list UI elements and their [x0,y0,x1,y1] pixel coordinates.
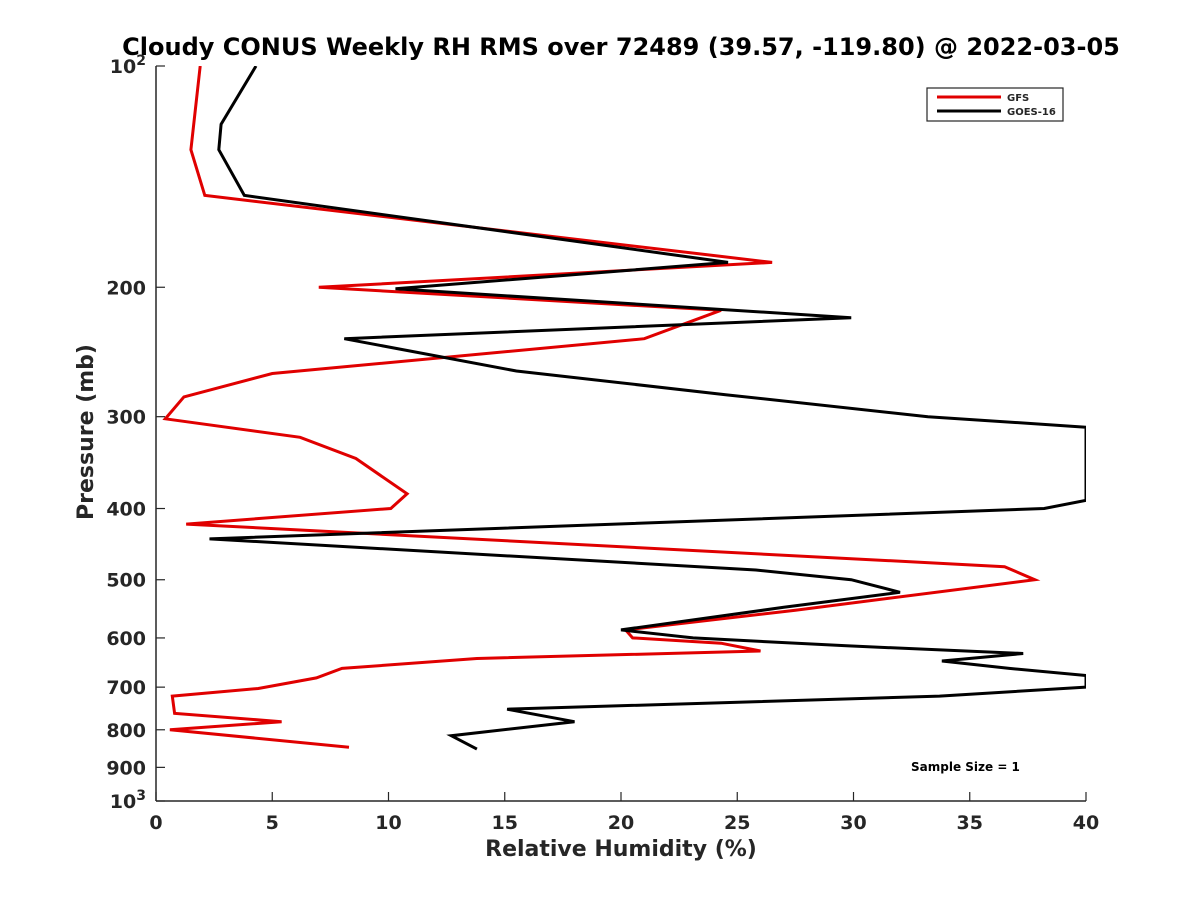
sample-size-annotation: Sample Size = 1 [911,760,1020,774]
series-line-goes-16 [209,66,1086,751]
x-tick-label: 0 [149,812,162,834]
y-tick-label: 300 [106,407,146,429]
chart-title: Cloudy CONUS Weekly RH RMS over 72489 (3… [122,33,1120,61]
legend-box [926,87,1064,122]
axes-group: 0 5 10 15 20 25 30 35 40 102 200 300 400 500 600 700 800… [106,53,1099,834]
x-tick-label: 5 [266,812,279,834]
y-tick-label: 500 [106,570,146,592]
x-tick-label: 15 [492,812,518,834]
x-axis-label: Relative Humidity (%) [485,837,757,862]
y-tick-label: 800 [106,720,146,742]
x-tick-label: 25 [724,812,750,834]
plot-area [162,66,1086,751]
x-tick-label: 30 [840,812,866,834]
y-tick-label: 200 [106,277,146,299]
y-tick-label: 700 [106,677,146,699]
legend-label-gfs: GFS [1007,93,1029,104]
y-tick-label: 102 [110,53,146,78]
legend: GFS GOES-16 [926,87,1064,122]
x-tick-label: 20 [608,812,634,834]
y-tick-label: 400 [106,499,146,521]
series-group [162,66,1086,751]
y-tick-label: 900 [106,757,146,779]
x-tick-label: 40 [1073,812,1099,834]
y-axis-label: Pressure (mb) [74,344,99,520]
x-tick-label: 10 [375,812,401,834]
y-tick-label: 103 [110,788,146,813]
legend-label-goes-16: GOES-16 [1007,107,1056,118]
x-tick-label: 35 [957,812,983,834]
y-tick-label: 600 [106,628,146,650]
